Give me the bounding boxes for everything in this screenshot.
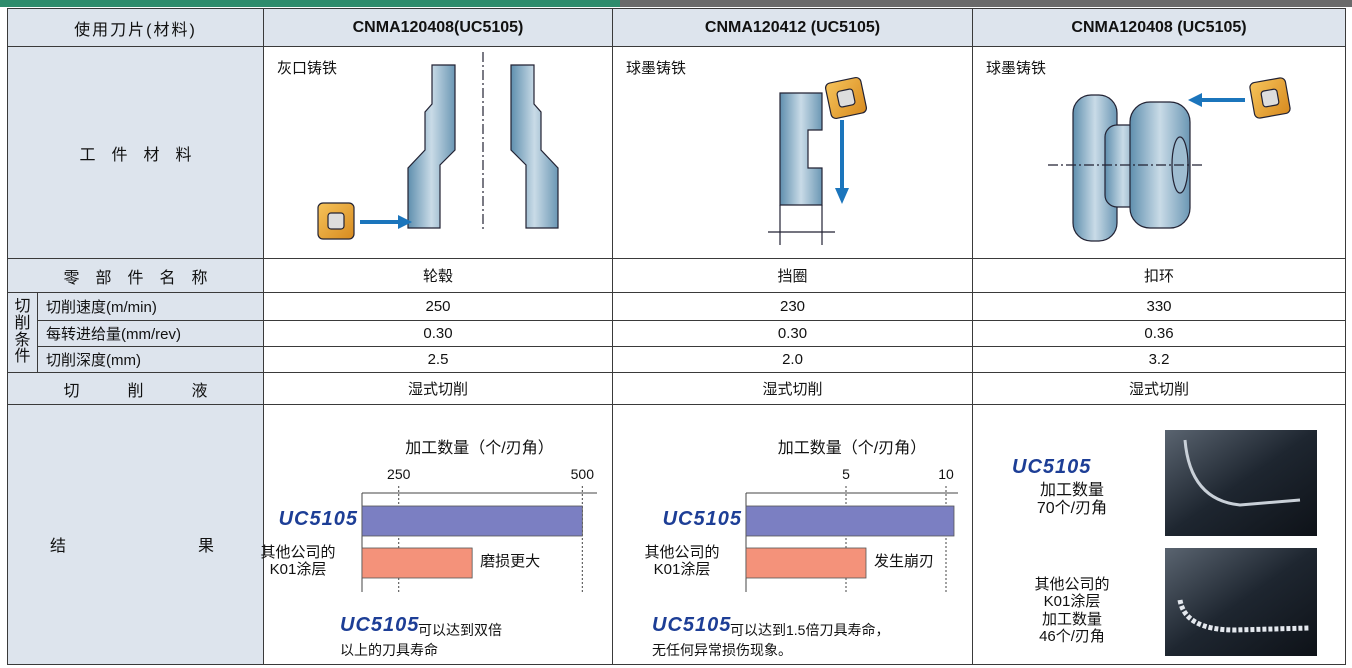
annotation: 发生崩刃 bbox=[874, 553, 935, 570]
row-label bbox=[7, 404, 264, 665]
chart-note: 可以达到双倍 以上的刀具寿命 bbox=[340, 622, 502, 659]
bar bbox=[745, 505, 955, 537]
bar bbox=[745, 547, 867, 579]
brand-logo: UC5105 bbox=[1012, 456, 1092, 478]
category-label: 其他公司的 K01涂层 bbox=[260, 544, 336, 579]
result-cell bbox=[972, 404, 1346, 665]
value-cell: 扣环 bbox=[972, 258, 1346, 293]
material: 球墨铸铁 bbox=[986, 60, 1047, 77]
annotation: 磨损更大 bbox=[480, 553, 541, 570]
photo-caption: 加工数量 70个/刃角 bbox=[1036, 482, 1108, 518]
value-cell: 轮毂 bbox=[263, 258, 613, 293]
row-label: 零 部 件 名 称 bbox=[7, 258, 264, 293]
row-label-text: 果 bbox=[198, 538, 215, 555]
category-label: UC5105 bbox=[278, 508, 358, 530]
wear-edge bbox=[1177, 599, 1311, 633]
row-label-text: 结 bbox=[50, 538, 67, 555]
ring-collar-drawing bbox=[1048, 77, 1291, 242]
workpiece-cell bbox=[263, 46, 613, 259]
wear-photo bbox=[1165, 430, 1317, 536]
value-cell: 湿式切削 bbox=[263, 372, 613, 405]
row-label: 切削速度(m/min) bbox=[37, 292, 264, 321]
value-cell: 挡圈 bbox=[612, 258, 973, 293]
ring-drawing bbox=[768, 76, 868, 245]
bar bbox=[361, 547, 473, 579]
workpiece-cell bbox=[612, 46, 973, 259]
value-cell: 2.0 bbox=[612, 346, 973, 373]
material: 球墨铸铁 bbox=[626, 60, 687, 77]
value-cell: 3.2 bbox=[972, 346, 1346, 373]
top-bar bbox=[620, 0, 1352, 7]
value-cell: 230 bbox=[612, 292, 973, 321]
conditions-label: 切 削 条 件 bbox=[7, 292, 38, 373]
row-label: 每转进给量(mm/rev) bbox=[37, 320, 264, 347]
category-label: UC5105 bbox=[662, 508, 742, 530]
value-cell: 250 bbox=[263, 292, 613, 321]
value-cell: 2.5 bbox=[263, 346, 613, 373]
chart-title: 加工数量（个/刃角） bbox=[777, 440, 927, 457]
value-cell: 湿式切削 bbox=[972, 372, 1346, 405]
photo-caption: 其他公司的 K01涂层 加工数量 46个/刃角 bbox=[1034, 576, 1110, 645]
workpiece-cell bbox=[972, 46, 1346, 259]
row-label: 切削深度(mm) bbox=[37, 346, 264, 373]
brand-logo: UC5105 bbox=[340, 614, 420, 636]
x-tick-label: 250 bbox=[387, 466, 411, 482]
value-cell: 0.30 bbox=[263, 320, 613, 347]
row-label: 工 件 材 料 bbox=[7, 46, 264, 259]
hub-drawing bbox=[317, 52, 559, 240]
column-header: CNMA120408(UC5105) bbox=[263, 8, 613, 47]
value-cell: 330 bbox=[972, 292, 1346, 321]
material: 灰口铸铁 bbox=[277, 60, 338, 77]
category-label: 其他公司的 K01涂层 bbox=[644, 544, 720, 579]
row-label: 切 削 液 bbox=[7, 372, 264, 405]
wear-edge bbox=[1183, 439, 1301, 507]
x-tick-label: 10 bbox=[938, 466, 954, 482]
value-cell: 0.36 bbox=[972, 320, 1346, 347]
brand-logo: UC5105 bbox=[652, 614, 732, 636]
column-header: CNMA120412 (UC5105) bbox=[612, 8, 973, 47]
x-tick-label: 5 bbox=[842, 466, 850, 482]
value-cell: 0.30 bbox=[612, 320, 973, 347]
chart-title: 加工数量（个/刃角） bbox=[405, 440, 554, 457]
bar bbox=[361, 505, 583, 537]
chart-note: 可以达到1.5倍刀具寿命， 无任何异常损伤现象。 bbox=[652, 622, 890, 659]
wear-photo bbox=[1165, 548, 1317, 656]
column-header: CNMA120408 (UC5105) bbox=[972, 8, 1346, 47]
x-tick-label: 500 bbox=[570, 466, 594, 482]
value-cell: 湿式切削 bbox=[612, 372, 973, 405]
top-bar bbox=[0, 0, 620, 7]
column-header: 使用刀片(材料) bbox=[7, 8, 264, 47]
